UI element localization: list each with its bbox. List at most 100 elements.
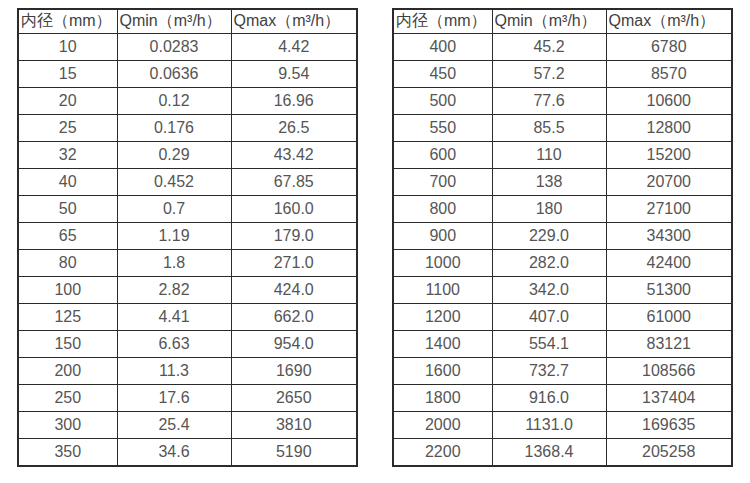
table-row: 400.45267.85 — [18, 169, 357, 196]
cell-diameter: 500 — [393, 88, 492, 115]
cell-qmin: 916.0 — [492, 385, 606, 412]
cell-qmin: 1.19 — [117, 223, 231, 250]
cell-diameter: 50 — [18, 196, 117, 223]
table-row: 1002.82424.0 — [18, 277, 357, 304]
cell-diameter: 200 — [18, 358, 117, 385]
cell-qmin: 407.0 — [492, 304, 606, 331]
cell-qmin: 11.3 — [117, 358, 231, 385]
cell-diameter: 25 — [18, 115, 117, 142]
header-cell-qmax: Qmax（m³/h） — [231, 9, 357, 34]
cell-qmin: 4.41 — [117, 304, 231, 331]
cell-qmax: 26.5 — [231, 115, 357, 142]
table-row: 1000282.042400 — [393, 250, 732, 277]
table-row: 80018027100 — [393, 196, 732, 223]
cell-qmin: 282.0 — [492, 250, 606, 277]
table-row: 250.17626.5 — [18, 115, 357, 142]
cell-diameter: 65 — [18, 223, 117, 250]
table-row: 1100342.051300 — [393, 277, 732, 304]
table-row: 1506.63954.0 — [18, 331, 357, 358]
cell-diameter: 250 — [18, 385, 117, 412]
table-row: 45057.28570 — [393, 61, 732, 88]
table-row: 1254.41662.0 — [18, 304, 357, 331]
cell-qmax: 16.96 — [231, 88, 357, 115]
cell-diameter: 80 — [18, 250, 117, 277]
cell-diameter: 10 — [18, 34, 117, 61]
table-row: 20011.31690 — [18, 358, 357, 385]
cell-qmin: 1.8 — [117, 250, 231, 277]
cell-qmin: 180 — [492, 196, 606, 223]
cell-diameter: 150 — [18, 331, 117, 358]
table-row: 100.02834.42 — [18, 34, 357, 61]
header-row: 内径（mm）Qmin（m³/h）Qmax（m³/h） — [18, 9, 357, 34]
cell-qmin: 1131.0 — [492, 412, 606, 439]
cell-diameter: 1600 — [393, 358, 492, 385]
table-row: 70013820700 — [393, 169, 732, 196]
cell-qmax: 424.0 — [231, 277, 357, 304]
cell-qmin: 732.7 — [492, 358, 606, 385]
table-row: 150.06369.54 — [18, 61, 357, 88]
table-row: 900229.034300 — [393, 223, 732, 250]
cell-qmin: 0.452 — [117, 169, 231, 196]
cell-qmax: 2650 — [231, 385, 357, 412]
cell-qmin: 6.63 — [117, 331, 231, 358]
header-cell-qmin: Qmin（m³/h） — [492, 9, 606, 34]
header-row: 内径（mm）Qmin（m³/h）Qmax（m³/h） — [393, 9, 732, 34]
cell-qmin: 2.82 — [117, 277, 231, 304]
cell-qmax: 51300 — [606, 277, 732, 304]
cell-qmax: 1690 — [231, 358, 357, 385]
table-row: 1400554.183121 — [393, 331, 732, 358]
cell-diameter: 300 — [18, 412, 117, 439]
cell-qmax: 67.85 — [231, 169, 357, 196]
cell-qmin: 0.7 — [117, 196, 231, 223]
cell-qmax: 9.54 — [231, 61, 357, 88]
cell-diameter: 1100 — [393, 277, 492, 304]
cell-qmax: 61000 — [606, 304, 732, 331]
cell-qmax: 43.42 — [231, 142, 357, 169]
cell-qmax: 271.0 — [231, 250, 357, 277]
cell-qmax: 20700 — [606, 169, 732, 196]
table-body: 40045.2678045057.2857050077.61060055085.… — [393, 34, 732, 467]
cell-qmax: 205258 — [606, 439, 732, 467]
table-row: 60011015200 — [393, 142, 732, 169]
cell-qmax: 34300 — [606, 223, 732, 250]
cell-diameter: 15 — [18, 61, 117, 88]
cell-diameter: 20 — [18, 88, 117, 115]
flow-range-table-right: 内径（mm）Qmin（m³/h）Qmax（m³/h） 40045.2678045… — [392, 8, 733, 467]
cell-qmax: 15200 — [606, 142, 732, 169]
cell-diameter: 700 — [393, 169, 492, 196]
cell-qmin: 342.0 — [492, 277, 606, 304]
cell-qmin: 0.0636 — [117, 61, 231, 88]
cell-qmax: 179.0 — [231, 223, 357, 250]
cell-qmax: 662.0 — [231, 304, 357, 331]
table-row: 22001368.4205258 — [393, 439, 732, 467]
cell-qmax: 4.42 — [231, 34, 357, 61]
cell-diameter: 40 — [18, 169, 117, 196]
header-cell-qmax: Qmax（m³/h） — [606, 9, 732, 34]
cell-qmax: 12800 — [606, 115, 732, 142]
table-body: 100.02834.42150.06369.54200.1216.96250.1… — [18, 34, 357, 467]
header-cell-qmin: Qmin（m³/h） — [117, 9, 231, 34]
table-row: 25017.62650 — [18, 385, 357, 412]
cell-diameter: 2200 — [393, 439, 492, 467]
cell-qmin: 77.6 — [492, 88, 606, 115]
cell-qmin: 0.176 — [117, 115, 231, 142]
table-row: 500.7160.0 — [18, 196, 357, 223]
cell-qmin: 138 — [492, 169, 606, 196]
cell-qmax: 5190 — [231, 439, 357, 467]
cell-diameter: 2000 — [393, 412, 492, 439]
cell-diameter: 400 — [393, 34, 492, 61]
table-row: 20001131.0169635 — [393, 412, 732, 439]
table-header: 内径（mm）Qmin（m³/h）Qmax（m³/h） — [393, 9, 732, 34]
flow-range-table-left: 内径（mm）Qmin（m³/h）Qmax（m³/h） 100.02834.421… — [17, 8, 358, 467]
table-row: 320.2943.42 — [18, 142, 357, 169]
cell-diameter: 100 — [18, 277, 117, 304]
cell-qmin: 85.5 — [492, 115, 606, 142]
cell-qmax: 108566 — [606, 358, 732, 385]
cell-qmax: 3810 — [231, 412, 357, 439]
cell-qmin: 0.12 — [117, 88, 231, 115]
cell-diameter: 550 — [393, 115, 492, 142]
table-row: 35034.65190 — [18, 439, 357, 467]
cell-qmax: 42400 — [606, 250, 732, 277]
cell-qmin: 17.6 — [117, 385, 231, 412]
cell-qmax: 6780 — [606, 34, 732, 61]
